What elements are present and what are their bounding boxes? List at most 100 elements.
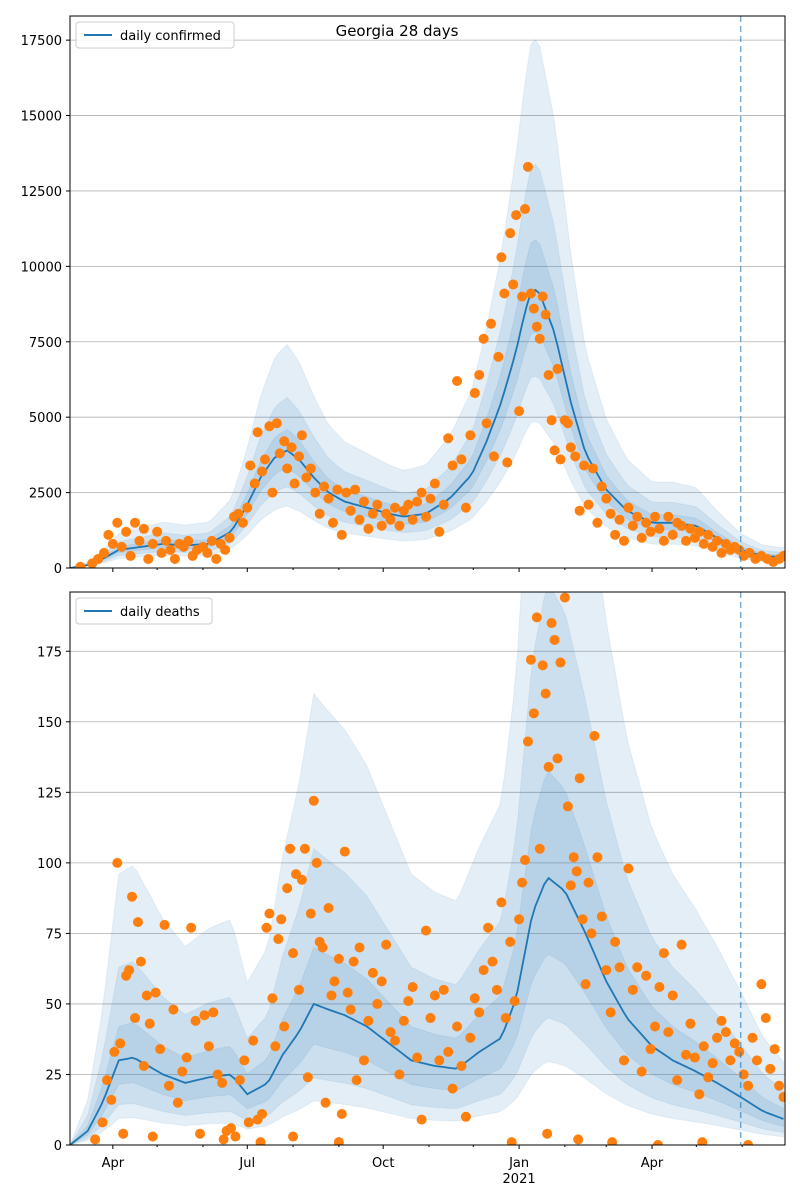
data-point [101, 1075, 112, 1086]
data-point [676, 939, 687, 950]
data-point [514, 406, 525, 417]
data-point [694, 526, 705, 537]
data-point [443, 433, 454, 444]
data-point [285, 843, 296, 854]
data-point [372, 499, 383, 510]
data-point [627, 984, 638, 995]
data-point [132, 917, 143, 928]
x-tick-label: Oct [372, 1156, 394, 1171]
data-point [274, 448, 285, 459]
y-tick-label: 0 [54, 562, 62, 577]
y-tick-label: 125 [37, 786, 62, 801]
data-point [234, 1075, 245, 1086]
data-point [546, 618, 557, 629]
data-point [703, 529, 714, 540]
data-point [568, 852, 579, 863]
data-point [614, 962, 625, 973]
data-point [534, 843, 545, 854]
data-point [505, 228, 516, 239]
data-point [632, 962, 643, 973]
data-point [641, 970, 652, 981]
data-point [155, 1044, 166, 1055]
data-point [305, 908, 316, 919]
x-tick-label: Jul [238, 1156, 255, 1171]
data-point [421, 925, 432, 936]
legend: daily confirmed [75, 21, 235, 49]
data-point [288, 1131, 299, 1142]
data-point [121, 526, 132, 537]
data-point [279, 436, 290, 447]
data-point [447, 460, 458, 471]
data-point [203, 1041, 214, 1052]
data-point [525, 654, 536, 665]
data-point [296, 874, 307, 885]
data-point [592, 852, 603, 863]
data-point [540, 309, 551, 320]
data-point [607, 1137, 618, 1145]
data-point [499, 288, 510, 299]
data-point [168, 1004, 179, 1015]
data-point [778, 550, 785, 561]
data-point [447, 1083, 458, 1094]
data-point [667, 990, 678, 1001]
data-point [716, 1015, 727, 1026]
data-point [583, 499, 594, 510]
data-point [169, 553, 180, 564]
data-point [125, 550, 136, 561]
data-point [520, 855, 530, 866]
data-point [403, 996, 414, 1007]
data-point [528, 708, 539, 719]
data-point [394, 1069, 405, 1080]
data-point [654, 523, 665, 534]
data-point [354, 942, 365, 953]
data-point [348, 956, 359, 967]
data-point [150, 987, 161, 998]
data-point [506, 1137, 517, 1145]
panel-daily-deaths: 0 25 50 75 100 125 150 175 daily deaths [37, 591, 786, 1154]
y-tick-label: 12500 [21, 185, 62, 200]
data-point [103, 529, 114, 540]
data-point [460, 502, 471, 513]
data-point [502, 457, 513, 468]
data-point [270, 1041, 281, 1052]
shared-x-axis: Apr Jul Oct Jan Apr 2021 [102, 1156, 664, 1187]
data-point [226, 1123, 237, 1134]
data-point [654, 982, 665, 992]
data-point [720, 1027, 731, 1038]
data-point [416, 487, 427, 498]
data-point [641, 517, 652, 528]
legend: daily deaths [75, 597, 213, 625]
data-point [376, 520, 387, 531]
data-point [596, 911, 607, 922]
data-point [147, 538, 158, 549]
data-point [663, 1027, 674, 1038]
data-point [326, 990, 337, 1001]
data-point [531, 612, 542, 623]
y-tick-label: 75 [45, 927, 62, 942]
data-point [565, 880, 576, 891]
data-point [488, 451, 499, 462]
data-point [509, 996, 520, 1007]
data-point [672, 1075, 683, 1086]
data-point [610, 936, 621, 947]
data-point [333, 953, 344, 964]
data-point [308, 795, 319, 806]
data-point [500, 1013, 511, 1024]
data-point [650, 1021, 660, 1032]
data-point [220, 544, 231, 555]
data-point [206, 535, 217, 546]
data-point [765, 1063, 776, 1074]
data-point [279, 1021, 290, 1032]
data-point [481, 418, 492, 429]
data-point [112, 517, 123, 528]
data-point [276, 914, 287, 925]
data-point [296, 430, 307, 441]
data-point [341, 487, 352, 498]
data-point [474, 1007, 485, 1018]
data-point [743, 1140, 754, 1145]
data-point [299, 843, 310, 854]
data-point [354, 514, 365, 525]
data-point [332, 484, 343, 495]
data-point [517, 291, 528, 302]
x-tick-label: Apr [102, 1156, 125, 1171]
